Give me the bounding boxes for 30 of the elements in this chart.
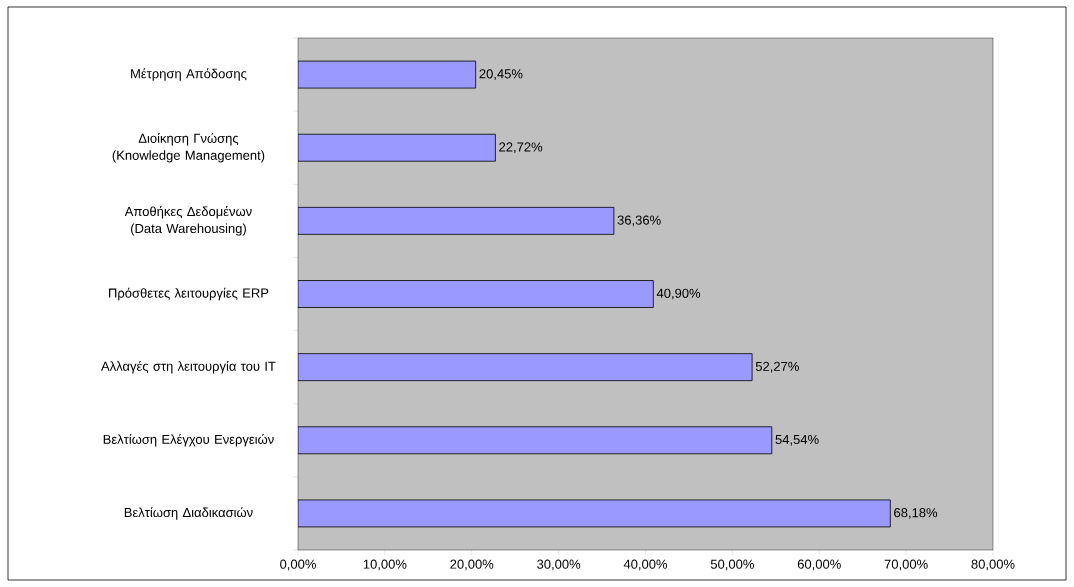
bar: [298, 133, 496, 162]
data-label: 68,18%: [894, 508, 938, 519]
bar: [298, 206, 615, 235]
x-tick-label: 40,00%: [623, 559, 668, 571]
x-tick-label: 70,00%: [884, 559, 928, 571]
y-tick-label: Διοίκηση Γνώσης (Knowledge Management): [112, 132, 265, 163]
x-tick-label: 10,00%: [363, 559, 407, 571]
x-tick-label: 0,00%: [280, 559, 316, 571]
data-label: 40,90%: [656, 288, 701, 300]
data-label: 54,54%: [775, 434, 819, 446]
data-label: 52,27%: [755, 361, 799, 373]
bar: [298, 499, 891, 528]
y-tick-label: Βελτίωση Διαδικασιών: [124, 507, 253, 520]
y-tick-label: Αλλαγές στη λειτουργία του IT: [101, 360, 276, 374]
x-tick-label: 20,00%: [450, 559, 494, 571]
y-tick-label: Αποθήκες Δεδομένων (Data Warehousing): [124, 206, 252, 236]
bar: [298, 280, 654, 308]
y-tick-label: Πρόσθετες λειτουργίες ERP: [109, 287, 269, 301]
x-tick-label: 60,00%: [797, 559, 841, 571]
bar: [298, 60, 477, 89]
bar: [298, 426, 773, 455]
data-label: 22,72%: [499, 142, 543, 154]
x-tick-label: 50,00%: [710, 559, 754, 571]
y-tick-label: Βελτίωση Ελέγχου Ενεργειών: [103, 434, 274, 447]
x-tick-label: 80,00%: [971, 559, 1015, 571]
x-tick-label: 30,00%: [537, 559, 581, 571]
y-tick-label: Μέτρηση Απόδοσης: [131, 68, 247, 81]
data-label: 36,36%: [617, 215, 661, 227]
bar: [298, 353, 753, 382]
data-label: 20,45%: [479, 69, 523, 80]
